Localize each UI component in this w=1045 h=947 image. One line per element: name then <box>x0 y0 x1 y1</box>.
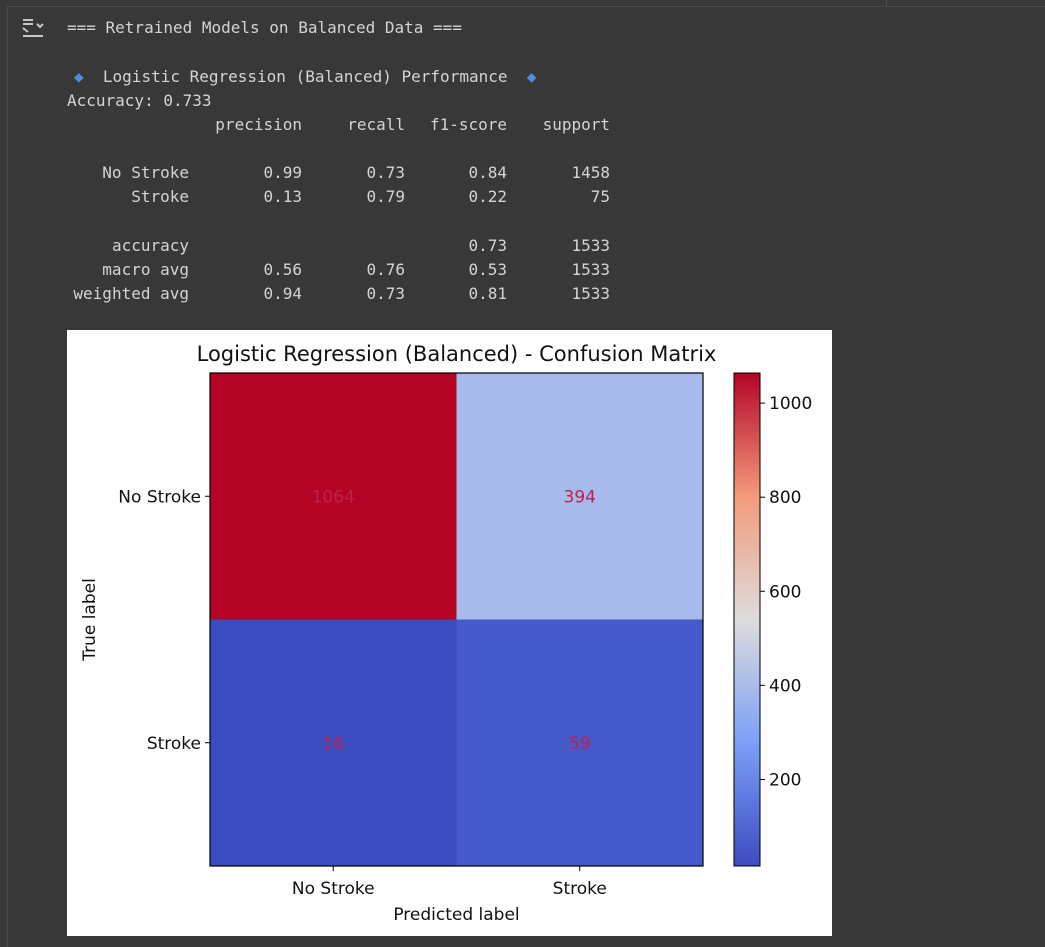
confusion-matrix-svg: Logistic Regression (Balanced) - Confusi… <box>80 342 812 925</box>
report-cell-value: 0.73 <box>366 284 405 303</box>
model-heading: Logistic Regression (Balanced) Performan… <box>102 67 508 86</box>
chart-title: Logistic Regression (Balanced) - Confusi… <box>197 342 717 366</box>
report-cell-value: 0.22 <box>468 187 507 206</box>
x-tick-label: No Stroke <box>292 879 375 899</box>
diamond-icon: ◆ <box>74 67 84 86</box>
output-cell-frame <box>7 6 1045 947</box>
report-cell-value: 0.79 <box>366 187 405 206</box>
colorbar-tick-label: 1000 <box>769 394 812 414</box>
report-cell-value: 1458 <box>571 163 610 182</box>
report-cell-value: 0.73 <box>366 163 405 182</box>
toolbar-divider <box>886 0 887 6</box>
matrix-frame <box>209 372 704 867</box>
report-cell-value: 1533 <box>571 236 610 255</box>
report-cell-value: 1533 <box>571 284 610 303</box>
matrix-cell-value: 394 <box>564 487 596 507</box>
report-column-header: f1-score <box>429 115 507 134</box>
report-row-label: weighted avg <box>73 284 189 303</box>
report-row-label: Stroke <box>131 187 189 206</box>
diamond-icon: ◆ <box>526 67 537 86</box>
colorbar-tick-label: 600 <box>769 582 801 602</box>
matrix-cell-value: 1064 <box>312 487 355 507</box>
output-toggle-icon[interactable] <box>20 15 46 41</box>
report-cell-value: 0.73 <box>468 236 507 255</box>
x-tick-label: Stroke <box>553 879 607 899</box>
report-row-label: accuracy <box>111 236 189 255</box>
colorbar-tick-label: 400 <box>769 676 801 696</box>
matrix-cell <box>210 619 457 866</box>
report-cell-value: 0.84 <box>468 163 507 182</box>
colorbar-tick-label: 800 <box>769 488 801 508</box>
matrix-cell-value: 59 <box>569 734 591 754</box>
report-cell-value: 0.56 <box>263 260 302 279</box>
report-cell-value: 1533 <box>571 260 610 279</box>
report-cell-value: 0.81 <box>468 284 507 303</box>
report-column-header: precision <box>215 115 302 134</box>
colorbar <box>733 372 761 867</box>
matrix-cell <box>456 619 703 866</box>
x-axis-label: Predicted label <box>393 905 519 925</box>
confusion-matrix-plot: Logistic Regression (Balanced) - Confusi… <box>67 330 832 936</box>
report-cell-value: 0.99 <box>263 163 302 182</box>
report-cell-value: 0.94 <box>263 284 302 303</box>
colorbar-tick-label: 200 <box>769 770 801 790</box>
matrix-cell <box>210 373 457 620</box>
report-cell-value: 0.13 <box>263 187 302 206</box>
matrix-cell <box>456 373 703 620</box>
accuracy-line: Accuracy: 0.733 <box>67 91 212 110</box>
report-cell-value: 75 <box>590 187 610 206</box>
y-tick-label: Stroke <box>147 734 201 754</box>
report-cell-value: 0.53 <box>468 260 507 279</box>
report-column-header: support <box>542 115 610 134</box>
y-tick-label: No Stroke <box>118 487 201 507</box>
matrix-cell-value: 16 <box>322 734 344 754</box>
output-header: === Retrained Models on Balanced Data ==… <box>67 18 462 37</box>
report-row-label: No Stroke <box>102 163 189 182</box>
report-row-label: macro avg <box>102 260 189 279</box>
report-column-header: recall <box>347 115 405 134</box>
model-heading-line: ◆ Logistic Regression (Balanced) Perform… <box>74 67 536 87</box>
report-cell-value: 0.76 <box>366 260 405 279</box>
y-axis-label: True label <box>80 578 100 662</box>
